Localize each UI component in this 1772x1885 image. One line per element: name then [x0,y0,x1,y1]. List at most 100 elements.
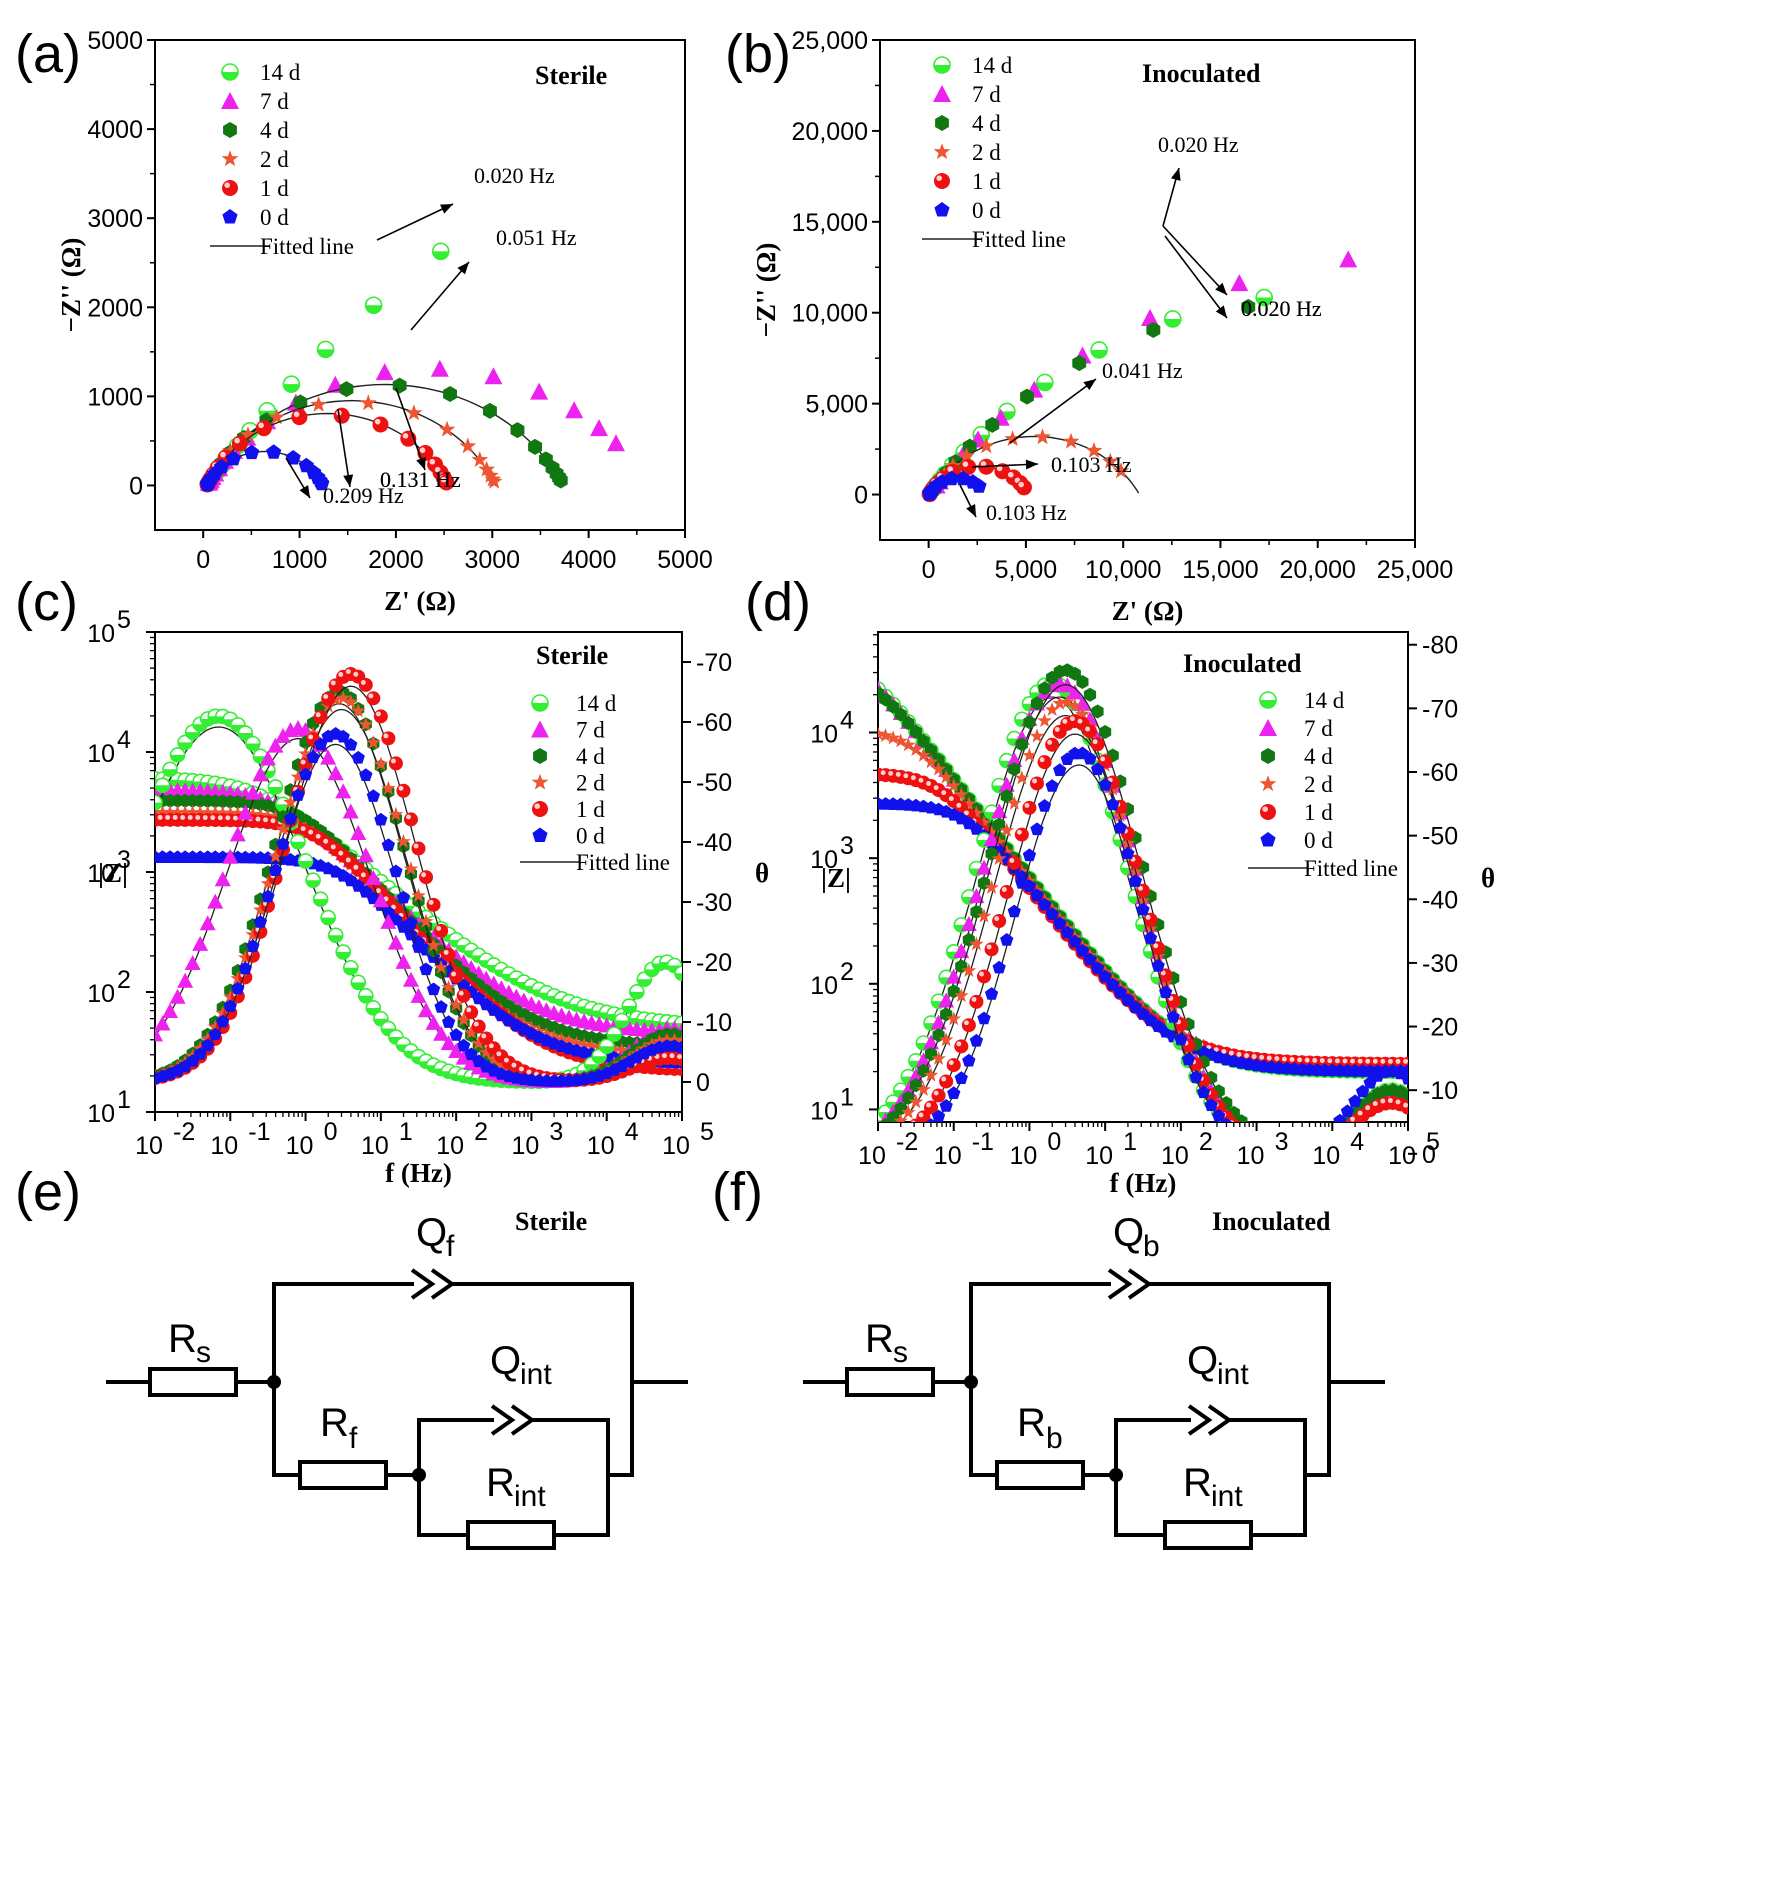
legend-marker-d1 [1260,804,1276,820]
phase-point-d2-star [999,822,1014,837]
phase-point-d7-tri [207,893,224,909]
magnitude-point-d4-hex [902,716,915,730]
data-point-d1-hl [220,451,226,458]
magnitude-point-d0-pent [1083,952,1097,966]
y-tick-label: 10 [810,972,838,1000]
phase-point-d0-pent [1166,1010,1180,1023]
annotation-arrow-head [457,262,469,275]
phase-point-d7 [350,824,367,840]
phase-point-d0-pent [1022,848,1037,862]
phase-point-d7 [960,916,977,932]
legend-label-d2: 2 d [576,771,605,796]
data-point-d1-hl [419,447,426,454]
magnitude-point-d0 [1030,888,1044,902]
data-point-d1-dot [291,409,308,426]
phase-point-d7 [342,803,359,819]
data-point-d4-hex [339,381,354,398]
phase-point-d2-star [335,690,351,705]
legend-label-d7: 7 d [260,89,289,114]
magnitude-point-d2 [999,844,1014,859]
data-point-d2-star [310,395,327,412]
data-point-d2 [1112,462,1130,479]
phase-point-d1-dot [419,870,434,885]
y-axis-title: −Z'' (Ω) [751,243,781,338]
phase-point-d14 [598,1038,615,1055]
x-tick-label: 5,000 [995,556,1058,584]
phase-point-d0-pent [1295,1141,1308,1154]
phase-point-d7-tri [229,826,246,842]
x-tick-label: 4000 [561,546,617,574]
phase-point-d14-half [614,1020,629,1028]
magnitude-point-d0 [381,905,395,918]
series-magnitude-d0 [878,796,1408,1078]
phase-point-d7 [953,942,970,958]
phase-point-d0 [374,812,388,826]
y-tick-label: 10 [810,1097,838,1125]
phase-point-d2 [901,1104,916,1119]
phase-point-d0 [1000,933,1014,946]
phase-point-d1 [321,691,336,706]
phase-point-d0 [201,1038,215,1052]
legend-label-d7: 7 d [1304,716,1333,741]
annotation-arrow-shaft [376,203,454,241]
x-tick-exponent: 4 [625,1118,639,1146]
phase-point-d14-half [245,743,260,751]
phase-point-d0 [434,1000,448,1013]
data-point-d0-pent [314,475,330,491]
phase-point-d2 [1007,795,1022,810]
phase-point-d2-star [298,746,313,761]
y2-tick-label: -60 [696,709,732,737]
data-point-d1 [291,409,308,426]
annotation-arrow [376,203,454,241]
annotation-arrow [959,484,977,518]
magnitude-point-d2-star [969,805,984,820]
phase-point-d14-half [1287,1149,1301,1156]
phase-point-d7-tri [192,935,209,951]
annotation-label: 0.020 Hz [1158,132,1239,157]
phase-point-d7-tri [365,869,382,885]
magnitude-point-d2 [245,806,261,821]
phase-point-d14 [591,1048,607,1065]
magnitude-point-d2 [200,805,215,819]
phase-point-d2 [268,848,283,863]
phase-point-d1 [977,969,991,984]
y-tick-label: 0 [854,482,868,510]
phase-point-d0-pent [246,939,260,952]
y2-tick-label: 0 [1422,1141,1436,1169]
phase-point-d1 [464,1005,479,1020]
magnitude-point-d2-star [893,733,908,748]
phase-point-d0-pent [442,1015,456,1028]
magnitude-point-d2 [969,805,984,820]
annotation-label: 0.041 Hz [1102,358,1183,383]
legend-marker-d14-half [222,72,238,80]
phase-point-d0-pent [1030,822,1044,836]
phase-point-d7 [372,892,389,908]
x-tick-exponent: 5 [1426,1128,1440,1156]
y-tick-label: 25,000 [792,27,868,55]
magnitude-point-d4 [902,716,915,730]
y-axis-title: −Z'' (Ω) [56,238,86,333]
y2-tick-label: -30 [1422,950,1458,978]
phase-point-d2 [238,950,253,964]
magnitude-point-d1-hl [1297,1057,1303,1063]
phase-point-d2 [223,989,238,1004]
phase-point-d1-hl [1085,726,1091,732]
phase-point-d0 [1128,874,1143,887]
plot-frame [879,39,1416,541]
data-point-d14-half [317,349,334,358]
phase-point-d2 [373,756,389,771]
magnitude-point-d2-star [253,807,268,822]
phase-point-d1 [1007,855,1022,870]
data-point-d2-star [1062,432,1080,449]
magnitude-point-d0-pent [1060,925,1074,939]
x-tick-exponent: 3 [1275,1128,1289,1156]
phase-point-d2 [999,822,1014,837]
annotation-arrow [1162,167,1181,227]
phase-point-d1 [1151,941,1166,956]
phase-point-d7-tri [327,765,344,781]
magnitude-point-d2-star [155,804,170,819]
phase-point-d0-pent [336,729,350,743]
phase-point-d2-star [366,735,381,749]
phase-point-d2 [923,1067,939,1082]
phase-point-d14 [629,984,645,1000]
